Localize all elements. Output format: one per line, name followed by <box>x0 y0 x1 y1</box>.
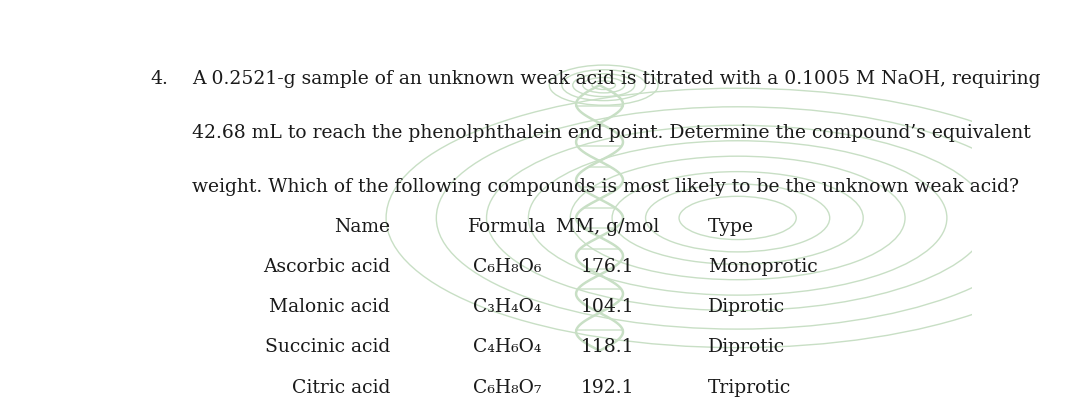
Text: 4.: 4. <box>150 70 168 88</box>
Text: Formula: Formula <box>468 218 546 236</box>
Text: weight. Which of the following compounds is most likely to be the unknown weak a: weight. Which of the following compounds… <box>192 178 1018 196</box>
Text: 176.1: 176.1 <box>581 258 635 276</box>
Text: 192.1: 192.1 <box>581 379 635 397</box>
Text: Diprotic: Diprotic <box>708 298 785 316</box>
Text: Diprotic: Diprotic <box>708 338 785 356</box>
Text: Monoprotic: Monoprotic <box>708 258 818 276</box>
Text: MM, g/mol: MM, g/mol <box>556 218 660 236</box>
Text: C₄H₆O₄: C₄H₆O₄ <box>473 338 542 356</box>
Text: Succinic acid: Succinic acid <box>265 338 390 356</box>
Text: C₆H₈O₇: C₆H₈O₇ <box>473 379 542 397</box>
Text: Malonic acid: Malonic acid <box>269 298 390 316</box>
Text: 104.1: 104.1 <box>581 298 635 316</box>
Text: C₃H₄O₄: C₃H₄O₄ <box>473 298 542 316</box>
Text: 42.68 mL to reach the phenolphthalein end point. Determine the compound’s equiva: 42.68 mL to reach the phenolphthalein en… <box>192 124 1030 142</box>
Text: Triprotic: Triprotic <box>708 379 792 397</box>
Text: Citric acid: Citric acid <box>292 379 390 397</box>
Text: A 0.2521-g sample of an unknown weak acid is titrated with a 0.1005 M NaOH, requ: A 0.2521-g sample of an unknown weak aci… <box>192 70 1040 88</box>
Text: 118.1: 118.1 <box>581 338 635 356</box>
Text: Ascorbic acid: Ascorbic acid <box>264 258 390 276</box>
Text: C₆H₈O₆: C₆H₈O₆ <box>473 258 542 276</box>
Text: Type: Type <box>708 218 754 236</box>
Text: Name: Name <box>335 218 390 236</box>
